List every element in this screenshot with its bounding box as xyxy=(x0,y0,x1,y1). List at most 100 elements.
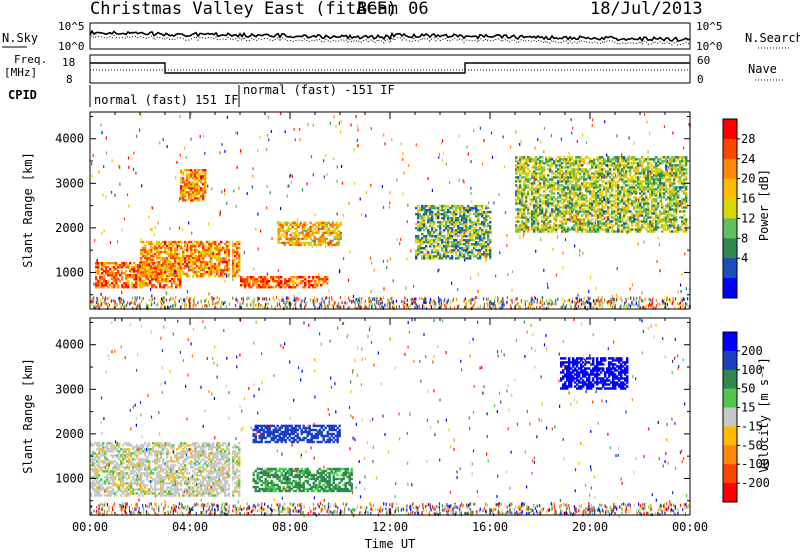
heatmap-cell xyxy=(671,218,674,221)
heatmap-cell xyxy=(635,170,638,173)
heatmap-cell xyxy=(226,252,229,256)
heatmap-cell xyxy=(200,169,203,172)
heatmap-cell xyxy=(427,233,430,236)
heatmap-cell xyxy=(579,188,582,191)
heatmap-cell xyxy=(599,186,602,189)
heatmap-cell xyxy=(633,192,636,195)
heatmap-cell xyxy=(463,223,466,226)
heatmap-cell xyxy=(597,220,600,223)
heatmap-cell xyxy=(665,214,668,217)
heatmap-cell xyxy=(621,156,624,159)
heatmap-cell xyxy=(605,216,608,219)
heatmap-cell xyxy=(575,296,577,300)
heatmap-cell xyxy=(174,240,177,244)
heatmap-cell xyxy=(651,222,654,225)
heatmap-cell xyxy=(521,200,524,203)
heatmap-cell xyxy=(238,260,241,264)
heatmap-cell xyxy=(145,282,148,285)
heatmap-cell xyxy=(210,248,213,252)
heatmap-cell xyxy=(184,187,187,190)
heatmap-cell xyxy=(613,204,616,207)
heatmap-cell xyxy=(164,260,167,264)
heatmap-cell xyxy=(627,200,630,203)
heatmap-cell xyxy=(585,188,588,191)
heatmap-cell xyxy=(533,172,536,175)
heatmap-cell xyxy=(607,302,609,305)
heatmap-cell xyxy=(590,304,592,308)
heatmap-cell xyxy=(105,280,108,283)
heatmap-cell xyxy=(633,296,635,300)
heatmap-cell xyxy=(158,274,161,278)
heatmap-cell xyxy=(437,243,440,246)
heatmap-cell xyxy=(131,266,134,269)
heatmap-cell xyxy=(543,202,546,205)
heatmap-cell xyxy=(683,186,686,189)
heatmap-cell xyxy=(315,231,318,235)
heatmap-cell xyxy=(439,204,442,208)
heatmap-cell xyxy=(579,184,582,187)
heatmap-cell xyxy=(180,177,183,180)
heatmap-cell xyxy=(605,188,608,191)
heatmap-cell xyxy=(521,190,524,193)
heatmap-cell xyxy=(127,276,130,279)
heatmap-cell xyxy=(535,202,538,205)
heatmap-cell xyxy=(333,227,336,231)
heatmap-cell xyxy=(180,244,183,248)
heatmap-cell xyxy=(665,220,668,223)
heatmap-cell xyxy=(212,262,215,266)
heatmap-cell xyxy=(315,221,318,225)
heatmap-cell xyxy=(537,190,540,193)
heatmap-cell xyxy=(563,204,566,207)
heatmap-cell xyxy=(141,282,144,285)
heatmap-cell xyxy=(318,276,321,279)
heatmap-cell xyxy=(597,194,600,197)
heatmap-cell xyxy=(581,208,584,211)
heatmap-cell xyxy=(671,208,674,211)
heatmap-cell xyxy=(541,160,544,163)
heatmap-cell xyxy=(525,160,528,163)
heatmap-cell xyxy=(343,304,345,308)
heatmap-cell xyxy=(216,256,219,260)
heatmap-cell xyxy=(129,276,132,279)
heatmap-cell xyxy=(631,156,634,159)
heatmap-cell xyxy=(541,230,544,233)
heatmap-cell xyxy=(325,296,327,300)
heatmap-cell xyxy=(643,198,646,201)
heatmap-cell xyxy=(158,262,161,266)
heatmap-cell xyxy=(477,231,480,234)
heatmap-cell xyxy=(612,298,614,302)
heatmap-cell xyxy=(531,176,534,179)
heatmap-cell xyxy=(95,270,98,273)
heatmap-cell xyxy=(669,194,672,197)
heatmap-cell xyxy=(200,187,203,190)
heatmap-cell xyxy=(423,219,426,222)
heatmap-cell xyxy=(649,222,652,225)
heatmap-cell xyxy=(663,184,666,187)
heatmap-cell xyxy=(543,180,546,183)
heatmap-cell xyxy=(469,208,472,212)
plot-title: Christmas Valley East (fitACF) xyxy=(90,0,397,19)
heatmap-cell xyxy=(135,282,138,285)
heatmap-cell xyxy=(575,224,578,227)
heatmap-cell xyxy=(543,212,546,215)
heatmap-cell xyxy=(337,233,340,237)
heatmap-cell xyxy=(525,172,528,175)
heatmap-cell xyxy=(447,255,450,258)
heatmap-cell xyxy=(519,162,522,165)
heatmap-cell xyxy=(611,208,614,211)
heatmap-cell xyxy=(657,214,660,217)
heatmap-cell xyxy=(474,297,476,301)
heatmap-cell xyxy=(633,220,636,223)
heatmap-cell xyxy=(627,210,630,213)
heatmap-cell xyxy=(364,304,366,308)
heatmap-cell xyxy=(306,301,308,305)
heatmap-cell xyxy=(204,244,207,248)
heatmap-cell xyxy=(663,216,666,219)
heatmap-cell xyxy=(637,164,640,167)
heatmap-cell xyxy=(521,164,524,167)
heatmap-cell xyxy=(517,301,519,305)
heatmap-cell xyxy=(637,162,640,165)
heatmap-cell xyxy=(451,231,454,234)
heatmap-cell xyxy=(473,229,476,232)
heatmap-cell xyxy=(607,174,610,177)
